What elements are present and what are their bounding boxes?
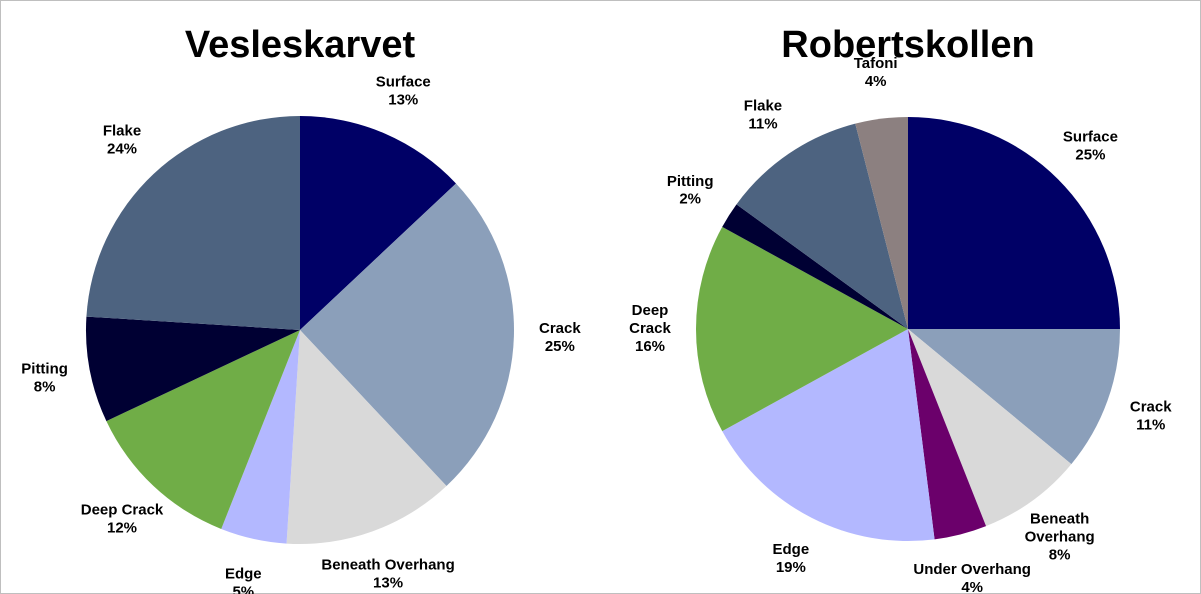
slice-label: Flake	[103, 122, 141, 139]
pie-slice	[722, 329, 935, 541]
label-line: Beneath Overhang	[321, 557, 454, 574]
pie-slice	[908, 329, 1072, 527]
pie-slice	[695, 226, 908, 432]
slice-label: Crack	[1130, 398, 1172, 415]
slice-label: Deep Crack	[81, 502, 164, 519]
slice-value-label: 11%	[1136, 416, 1165, 433]
slice-value-label: 13%	[388, 91, 418, 108]
pie-slice	[855, 117, 908, 329]
slice-value-label: 4%	[961, 579, 983, 594]
slice-label: Under Overhang	[913, 561, 1031, 578]
slice-label: Crack	[539, 320, 581, 337]
pie-slice	[722, 204, 908, 329]
slice-label: Pitting	[21, 361, 68, 378]
slice-label: Surface	[376, 73, 431, 90]
pie-slice	[86, 316, 300, 422]
pie-slice	[300, 183, 514, 486]
pie-slice	[106, 330, 301, 529]
slice-value-label: 12%	[107, 520, 137, 537]
label-line: Deep	[632, 302, 669, 319]
slice-value-label: 25%	[1075, 147, 1105, 164]
label-line: Flake	[744, 98, 782, 115]
label-line: Overhang	[1025, 529, 1095, 546]
slice-value-label: 16%	[635, 338, 665, 355]
label-line: Surface	[1063, 129, 1118, 146]
slice-value-label: 19%	[776, 559, 806, 576]
pie-slice	[908, 117, 1120, 329]
label-line: Pitting	[667, 173, 714, 190]
slice-value-label: 25%	[545, 338, 575, 355]
label-line: Tafoni	[854, 55, 898, 72]
pie-slice	[300, 116, 456, 330]
label-line: Edge	[773, 541, 810, 558]
label-line: Under Overhang	[913, 561, 1031, 578]
chart-title: Vesleskarvet	[185, 24, 416, 66]
slice-label: Beneath Overhang	[321, 557, 454, 574]
slice-value-label: 2%	[679, 191, 701, 208]
pie-slice	[908, 329, 1120, 465]
slice-value-label: 4%	[865, 73, 887, 90]
label-line: Crack	[1130, 398, 1172, 415]
label-line: Pitting	[21, 361, 68, 378]
pie-slice	[221, 330, 300, 544]
pie-slice	[736, 123, 908, 329]
slice-label: Pitting	[667, 173, 714, 190]
slice-label: Flake	[744, 98, 782, 115]
pie-slice	[286, 330, 447, 544]
slice-value-label: 24%	[107, 140, 137, 157]
pie-slice	[86, 116, 301, 330]
label-line: Surface	[376, 73, 431, 90]
slice-value-label: 11%	[748, 116, 777, 133]
slice-label: Deep Crack	[629, 302, 671, 337]
label-line: Flake	[103, 122, 141, 139]
slice-label: Surface	[1063, 129, 1118, 146]
label-line: Deep Crack	[81, 502, 164, 519]
label-line: Crack	[539, 320, 581, 337]
slice-value-label: 8%	[34, 379, 56, 396]
slice-label: Tafoni	[854, 55, 898, 72]
slice-value-label: 13%	[373, 575, 403, 592]
slice-value-label: 8%	[1049, 547, 1071, 564]
label-line: Edge	[225, 566, 262, 583]
label-line: Beneath	[1030, 511, 1089, 528]
slice-label: Edge	[225, 566, 262, 583]
slice-value-label: 5%	[232, 584, 254, 594]
chart-title: Robertskollen	[781, 24, 1034, 66]
label-line: Crack	[629, 320, 671, 337]
pie-slice	[908, 329, 987, 540]
slice-label: Beneath Overhang	[1025, 511, 1095, 546]
slice-label: Edge	[773, 541, 810, 558]
